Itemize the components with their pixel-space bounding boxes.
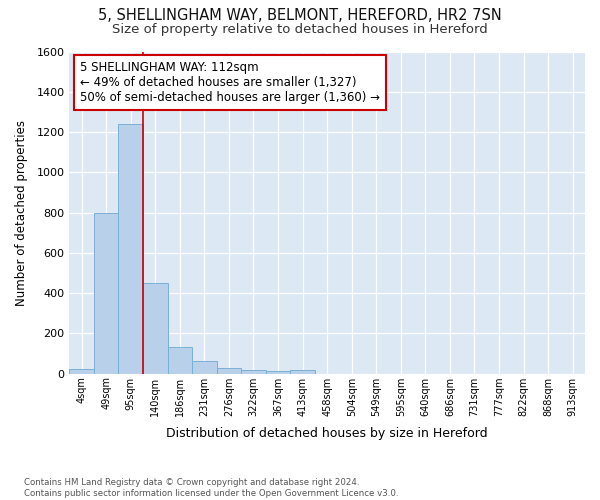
Bar <box>290 370 315 374</box>
Bar <box>70 368 94 374</box>
Bar <box>217 368 241 374</box>
Bar <box>143 283 167 374</box>
Text: Contains HM Land Registry data © Crown copyright and database right 2024.
Contai: Contains HM Land Registry data © Crown c… <box>24 478 398 498</box>
Bar <box>266 370 290 374</box>
X-axis label: Distribution of detached houses by size in Hereford: Distribution of detached houses by size … <box>166 427 488 440</box>
Bar <box>94 212 118 374</box>
Bar <box>167 348 192 374</box>
Text: 5 SHELLINGHAM WAY: 112sqm
← 49% of detached houses are smaller (1,327)
50% of se: 5 SHELLINGHAM WAY: 112sqm ← 49% of detac… <box>80 61 380 104</box>
Text: 5, SHELLINGHAM WAY, BELMONT, HEREFORD, HR2 7SN: 5, SHELLINGHAM WAY, BELMONT, HEREFORD, H… <box>98 8 502 22</box>
Bar <box>241 370 266 374</box>
Y-axis label: Number of detached properties: Number of detached properties <box>15 120 28 306</box>
Text: Size of property relative to detached houses in Hereford: Size of property relative to detached ho… <box>112 22 488 36</box>
Bar <box>192 361 217 374</box>
Bar <box>118 124 143 374</box>
